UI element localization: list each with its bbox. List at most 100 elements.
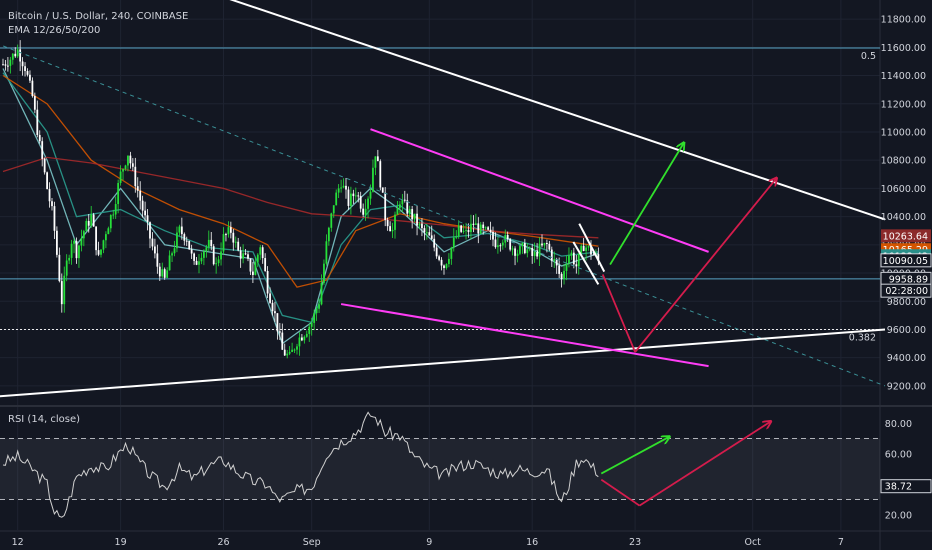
candle-down <box>281 332 284 350</box>
candle-up <box>320 282 323 305</box>
candle-down <box>523 243 526 254</box>
candle-down <box>555 259 558 266</box>
candle-up <box>340 187 342 189</box>
candle-down <box>180 226 183 235</box>
candle-down <box>229 227 232 233</box>
candle-up <box>217 259 220 264</box>
candle-up <box>90 214 93 226</box>
candle-up <box>350 193 352 206</box>
candle-down <box>590 246 592 255</box>
candle-down <box>43 158 46 173</box>
candle-up <box>303 336 306 341</box>
candle-down <box>237 241 240 251</box>
time-tick-label: 23 <box>629 537 641 548</box>
candle-up <box>220 251 222 260</box>
candle-up <box>516 253 519 256</box>
candle-up <box>205 247 208 252</box>
symbol-title: Bitcoin / U.S. Dollar, 240, COINBASE <box>8 11 188 22</box>
candle-down <box>531 247 534 256</box>
candle-down <box>151 238 154 247</box>
candle-down <box>51 201 53 207</box>
candle-down <box>14 53 17 57</box>
candle-down <box>514 248 516 256</box>
red-projection-down <box>601 274 636 353</box>
candle-down <box>572 252 575 265</box>
candle-up <box>470 223 472 233</box>
candle-up <box>391 229 394 232</box>
level-label: 0.5 <box>861 51 876 62</box>
time-tick-label: 7 <box>838 537 844 548</box>
candle-down <box>185 240 188 242</box>
candle-down <box>423 228 426 233</box>
candle-up <box>528 247 531 250</box>
candle-down <box>95 226 97 251</box>
candle-down <box>163 269 166 278</box>
candle-up <box>553 259 556 261</box>
price-tag-label: 10263.64 <box>883 231 928 242</box>
candle-up <box>256 254 259 263</box>
price-tag-label: 9958.89 <box>889 274 928 285</box>
candle-up <box>484 227 487 229</box>
candle-down <box>435 247 438 257</box>
candle-up <box>367 198 369 209</box>
candle-up <box>401 199 404 205</box>
candle-up <box>313 313 316 323</box>
price-tag-label: 02:28:00 <box>885 286 928 297</box>
candle-down <box>41 141 44 159</box>
candle-up <box>511 248 514 250</box>
candle-down <box>129 155 132 164</box>
time-tick-label: 26 <box>217 537 229 548</box>
price-tag-box <box>881 229 931 243</box>
candle-up <box>497 245 499 248</box>
candle-down <box>406 200 409 214</box>
candle-down <box>386 220 389 227</box>
candle-up <box>396 207 399 215</box>
candle-down <box>359 196 362 209</box>
dashed-trendline <box>0 44 886 387</box>
candle-up <box>342 185 345 188</box>
candle-up <box>519 245 521 254</box>
candle-down <box>357 195 360 197</box>
candle-down <box>33 96 36 110</box>
candle-up <box>242 253 244 259</box>
candle-up <box>305 333 308 337</box>
candle-down <box>276 313 279 332</box>
price-tick-label: 11200.00 <box>881 99 926 110</box>
candle-down <box>141 200 144 211</box>
candle-down <box>597 254 600 260</box>
candle-down <box>53 206 56 231</box>
candle-down <box>269 293 271 303</box>
candle-up <box>364 208 367 215</box>
candle-up <box>394 214 396 230</box>
candle-down <box>548 243 551 250</box>
candle-up <box>65 260 68 276</box>
level-label: 0.382 <box>849 332 876 343</box>
candle-up <box>114 204 117 215</box>
candle-up <box>455 236 458 238</box>
indicator-title: EMA 12/26/50/200 <box>8 25 100 36</box>
candle-down <box>384 192 387 221</box>
candle-up <box>78 245 80 259</box>
candle-up <box>254 262 257 275</box>
candle-down <box>433 238 436 248</box>
candle-up <box>178 226 181 233</box>
price-tick-label: 11800.00 <box>881 15 926 26</box>
candle-down <box>278 331 281 333</box>
candle-down <box>38 134 41 142</box>
candle-up <box>568 255 570 264</box>
candle-down <box>492 231 494 240</box>
candle-up <box>587 246 590 248</box>
candles <box>2 40 600 359</box>
candle-up <box>102 240 105 250</box>
candle-up <box>117 183 120 205</box>
candle-down <box>60 281 63 305</box>
rsi-title: RSI (14, close) <box>8 414 80 425</box>
candle-up <box>222 234 225 252</box>
candle-up <box>452 237 455 248</box>
candle-down <box>156 253 159 267</box>
candle-down <box>247 254 249 259</box>
candle-down <box>264 258 267 271</box>
candle-up <box>413 213 416 220</box>
candle-up <box>124 165 127 170</box>
candle-up <box>168 255 171 271</box>
